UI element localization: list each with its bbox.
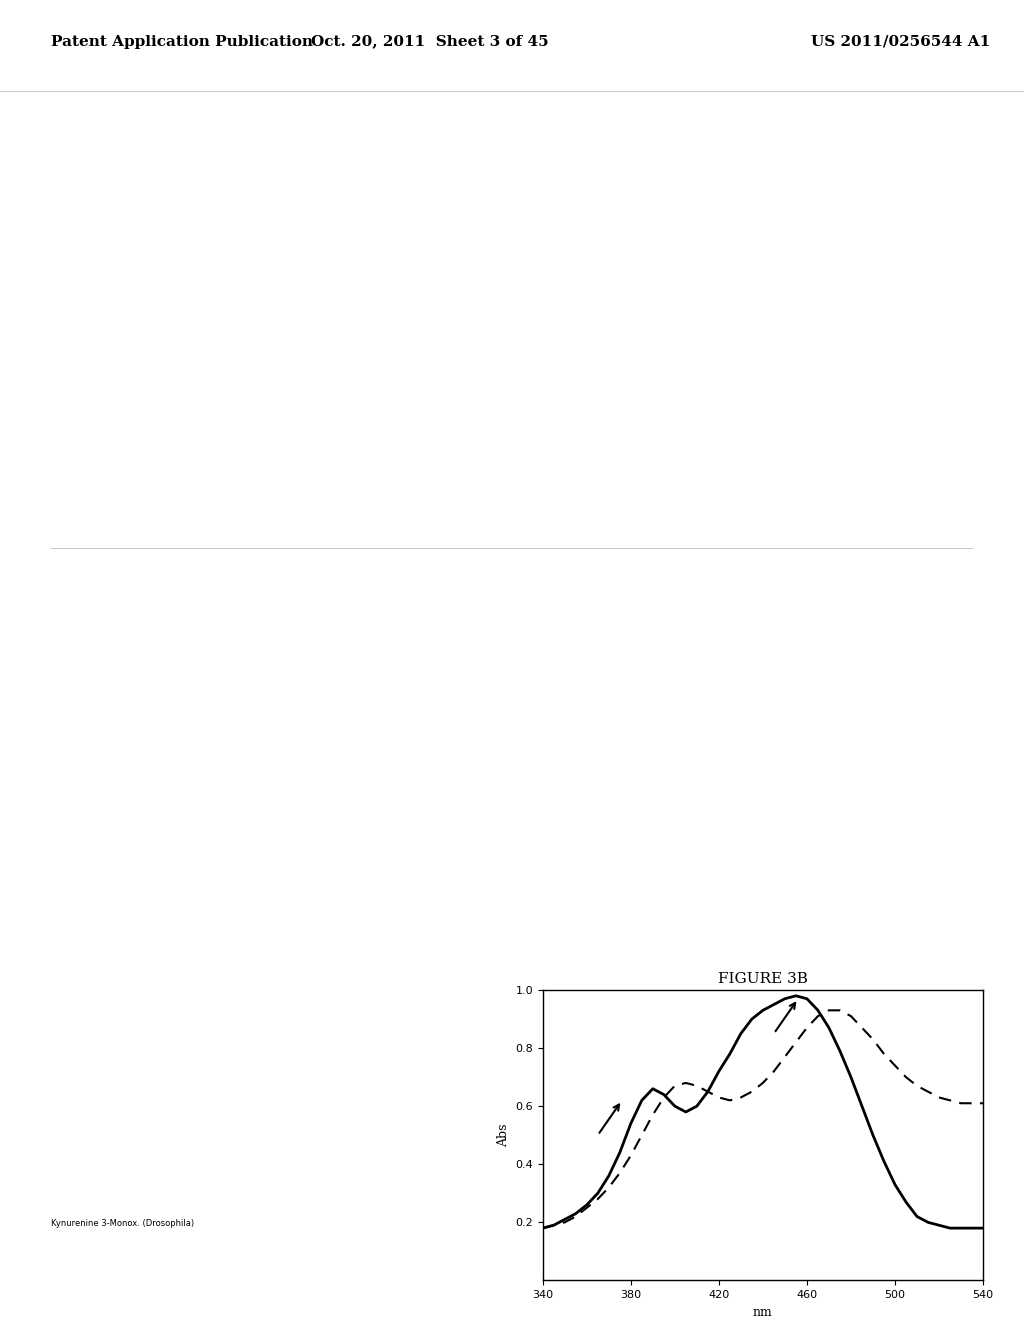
X-axis label: nm: nm: [753, 1305, 773, 1319]
Text: Kynurenine 3-Monox. (Drosophila): Kynurenine 3-Monox. (Drosophila): [51, 1218, 195, 1228]
Text: Patent Application Publication: Patent Application Publication: [51, 34, 313, 49]
Text: Oct. 20, 2011  Sheet 3 of 45: Oct. 20, 2011 Sheet 3 of 45: [311, 34, 549, 49]
Text: US 2011/0256544 A1: US 2011/0256544 A1: [811, 34, 991, 49]
Y-axis label: Abs: Abs: [497, 1123, 510, 1147]
Title: FIGURE 3B: FIGURE 3B: [718, 972, 808, 986]
